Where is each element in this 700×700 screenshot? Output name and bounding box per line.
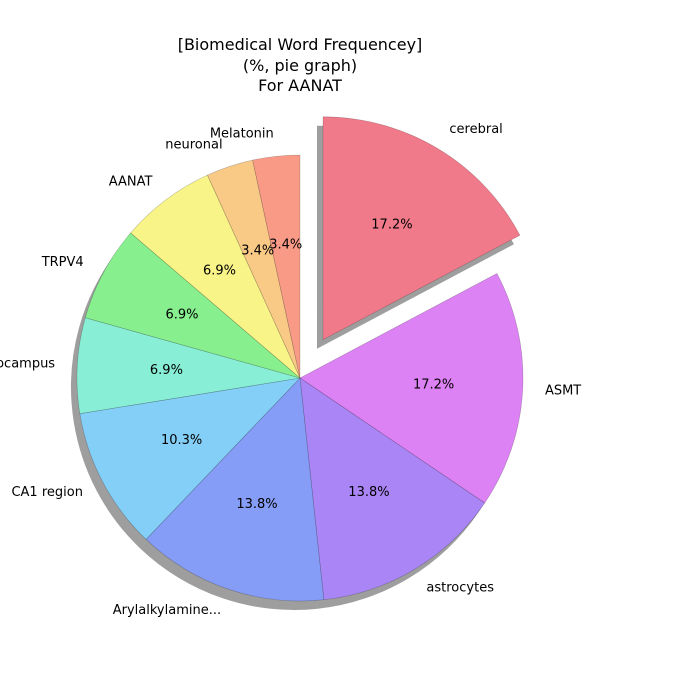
chart-title-line-2: (%, pie graph) [243, 56, 357, 75]
slice-percent-astrocytes: 13.8% [348, 485, 389, 500]
pie-label-layer: cerebral 17.2% ASMT 17.2% astrocytes 13.8% Ary… [0, 122, 581, 618]
slice-label-asmt: ASMT [545, 384, 581, 399]
slice-label-ca1-region: CA1 region [11, 485, 83, 500]
slice-aanat [130, 174, 301, 379]
slice-astrocytes [299, 377, 486, 601]
slice-percent-trpv4: 6.9% [165, 307, 198, 322]
slice-label-aanat: AANAT [109, 175, 153, 190]
slice-percent-neuronal: 3.4% [241, 244, 274, 259]
slice-melatonin [252, 154, 301, 379]
slice-percent-ca1-region: 10.3% [161, 433, 202, 448]
slice-label-arylalkylamine: Arylalkylamine... [113, 603, 221, 618]
slice-label-trpv4: TRPV4 [41, 255, 84, 270]
slice-arylalkylamine [145, 377, 325, 602]
slice-label-melatonin: Melatonin [210, 127, 274, 142]
chart-title-line-1: [Biomedical Word Frequencey] [178, 35, 423, 54]
slice-neuronal [207, 159, 301, 379]
slice-percent-cerebral: 17.2% [371, 218, 412, 233]
slice-trpv4 [84, 232, 301, 379]
slice-gerbil-hippocampus [76, 317, 301, 414]
slice-percent-aanat: 6.9% [203, 264, 236, 279]
slice-label-neuronal: neuronal [165, 138, 222, 153]
slice-percent-asmt: 17.2% [413, 378, 454, 393]
slice-percent-melatonin: 3.4% [269, 237, 302, 252]
slice-label-gerbil-hippocampus: gerbil hippocampus [0, 357, 55, 372]
slice-label-astrocytes: astrocytes [426, 581, 494, 596]
slice-asmt [299, 273, 524, 504]
slice-ca1-region [79, 377, 301, 540]
slice-percent-gerbil-hippocampus: 6.9% [150, 363, 183, 378]
slice-label-cerebral: cerebral [449, 122, 502, 137]
chart-title-line-3: For AANAT [258, 76, 342, 95]
slice-percent-arylalkylamine: 13.8% [236, 497, 277, 512]
chart-title: [Biomedical Word Frequencey] (%, pie gra… [178, 35, 423, 95]
pie-slice-layer [76, 116, 524, 602]
slice-cerebral [322, 116, 521, 341]
